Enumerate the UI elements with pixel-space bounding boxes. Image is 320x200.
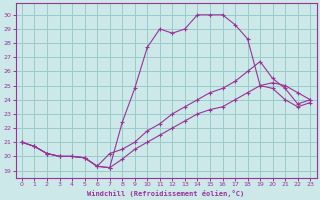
X-axis label: Windchill (Refroidissement éolien,°C): Windchill (Refroidissement éolien,°C) [87,190,245,197]
